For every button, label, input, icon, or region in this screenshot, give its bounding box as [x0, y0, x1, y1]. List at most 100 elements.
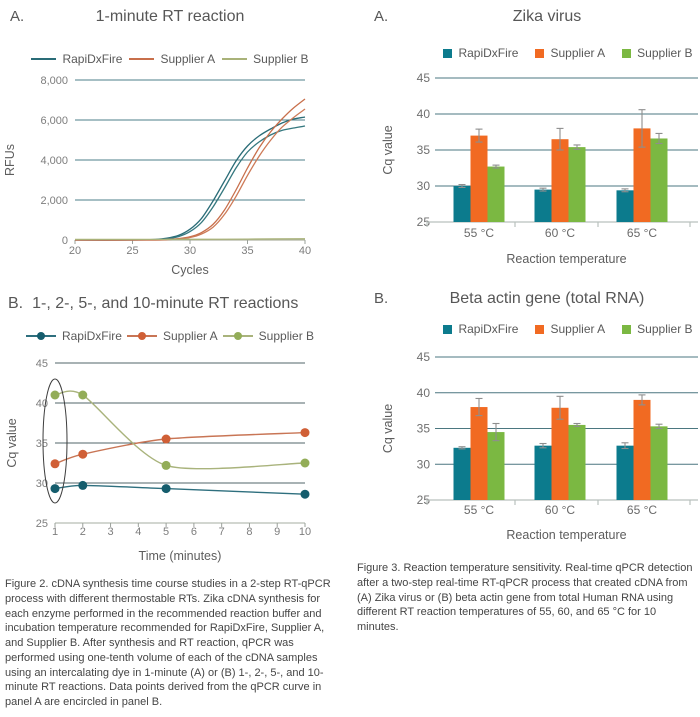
legend-swatch	[129, 58, 155, 60]
y-tick-label: 30	[36, 478, 48, 490]
series-line-rapidxfire	[54, 484, 306, 495]
bar-supplier-a-65-c	[633, 128, 651, 222]
legend-item-supplier-a: Supplier A	[535, 322, 605, 336]
panel-header: B. 1-, 2-, 5-, and 10-minute RT reaction…	[0, 295, 340, 319]
y-axis-title: RFUs	[3, 144, 17, 176]
series-line-supplier-b	[74, 238, 306, 241]
panel-header: A. 1-minute RT reaction	[0, 6, 340, 30]
category-label-55-c: 55 °C	[464, 226, 494, 240]
y-tick-label: 0	[62, 235, 68, 247]
y-tick-label: 40	[417, 107, 431, 121]
bar-rapidxfire-55-c	[453, 447, 471, 500]
bar-supplier-a-55-c	[470, 135, 488, 222]
x-tick-label: 40	[299, 245, 311, 257]
category-label-55-c: 55 °C	[464, 503, 494, 517]
bar-rapidxfire-65-c	[616, 190, 634, 222]
y-tick-label: 6,000	[40, 115, 68, 127]
legend-label: RapiDxFire	[62, 52, 123, 66]
data-point-rapidxfire-10min	[300, 489, 310, 499]
series-line-supplier-b	[54, 390, 306, 470]
annotation-ellipse	[42, 378, 68, 504]
y-tick-label: 35	[417, 422, 431, 436]
x-tick-label: 30	[184, 245, 196, 257]
y-tick-label: 45	[417, 350, 431, 364]
legend-label: Supplier B	[253, 52, 309, 66]
x-axis-title: Cycles	[171, 263, 209, 277]
y-tick-label: 35	[36, 438, 48, 450]
bar-rapidxfire-60-c	[534, 189, 552, 222]
bar-supplier-a-60-c	[551, 407, 569, 500]
data-point-supplier-b-2min	[78, 390, 88, 400]
data-point-supplier-a-1min	[50, 459, 60, 469]
figure2-caption: Figure 2. cDNA synthesis time course stu…	[5, 578, 331, 709]
y-axis-title: Cq value	[381, 404, 395, 453]
data-point-supplier-b-5min	[161, 460, 171, 470]
legend-label: Supplier B	[637, 46, 693, 60]
data-point-rapidxfire-5min	[161, 484, 171, 494]
panel-label: B.	[374, 290, 389, 307]
chart-title: Zika virus	[512, 8, 582, 25]
data-point-rapidxfire-2min	[78, 480, 88, 490]
legend-swatch	[622, 48, 632, 58]
legend-item-supplier-b: Supplier B	[622, 322, 693, 336]
x-axis-title: Reaction temperature	[506, 252, 626, 266]
x-axis-title: Time (minutes)	[139, 549, 222, 563]
legend-swatch	[443, 48, 453, 58]
panel-label: B.	[8, 295, 24, 312]
legend-item-supplier-a: Supplier A	[535, 46, 605, 60]
legend-item-supplier-b: Supplier B	[222, 52, 309, 66]
legend-dot	[36, 332, 45, 340]
bar-supplier-b-65-c	[650, 426, 668, 500]
legend-label: Supplier A	[550, 46, 606, 60]
chart-title: 1-, 2-, 5-, and 10-minute RT reactions	[32, 295, 299, 312]
y-tick-label: 30	[417, 179, 431, 193]
data-point-supplier-a-10min	[300, 428, 310, 438]
category-label-60-c: 60 °C	[545, 226, 575, 240]
x-tick-label: 7	[219, 526, 225, 538]
bar-supplier-b-55-c	[487, 432, 505, 500]
legend-item-rapidxfire: RapiDxFire	[443, 322, 518, 336]
legend-item-rapidxfire: RapiDxFire	[31, 52, 122, 66]
legend-label: RapiDxFire	[458, 322, 519, 336]
legend-label: RapiDxFire	[61, 329, 122, 343]
x-tick-label: 8	[246, 526, 252, 538]
y-tick-label: 45	[417, 71, 431, 85]
category-label-65-c: 65 °C	[627, 503, 657, 517]
legend-item-supplier-b: Supplier B	[622, 46, 693, 60]
legend-swatch	[31, 58, 57, 60]
bar-supplier-a-65-c	[633, 399, 651, 500]
x-tick-label: 5	[163, 526, 169, 538]
y-tick-label: 25	[36, 518, 48, 530]
y-tick-label: 4,000	[40, 155, 68, 167]
y-tick-label: 45	[36, 358, 48, 370]
x-tick-label: 1	[52, 526, 58, 538]
panel-header: A. Zika virus	[352, 6, 700, 30]
line-chart-1-minute-rt-reaction: 0 2,000 4,000 6,000 8,000 20 25 30 35 40 Cycles RFU…	[3, 75, 311, 277]
y-tick-label: 35	[417, 143, 431, 157]
chart-title: Beta actin gene (total RNA)	[449, 290, 645, 307]
panel-fig3a-zika-virus: A. Zika virus RapiDxFire Supplier A Suppli…	[352, 6, 700, 286]
legend-label: Supplier A	[550, 322, 606, 336]
x-axis-title: Reaction temperature	[506, 528, 626, 542]
bar-supplier-a-55-c	[470, 407, 488, 500]
bar-supplier-a-60-c	[551, 139, 569, 222]
y-tick-label: 40	[417, 386, 431, 400]
y-axis-title: Cq value	[5, 418, 19, 467]
legend-label: Supplier A	[160, 52, 216, 66]
y-tick-label: 30	[417, 457, 431, 471]
panel-fig3b-beta-actin: B. Beta actin gene (total RNA) RapiDxFir…	[352, 288, 700, 558]
x-tick-label: 10	[299, 526, 311, 538]
chart-title: 1-minute RT reaction	[95, 8, 245, 25]
bar-supplier-b-60-c	[568, 147, 586, 222]
legend-item-supplier-b: Supplier B	[222, 329, 314, 343]
x-tick-label: 9	[274, 526, 280, 538]
chart-legend: RapiDxFire Supplier A Supplier B	[436, 46, 700, 60]
y-tick-label: 8,000	[40, 75, 68, 87]
x-tick-label: 3	[107, 526, 113, 538]
legend-item-supplier-a: Supplier A	[129, 52, 215, 66]
y-axis-title: Cq value	[381, 125, 395, 174]
data-point-supplier-a-2min	[78, 449, 88, 459]
